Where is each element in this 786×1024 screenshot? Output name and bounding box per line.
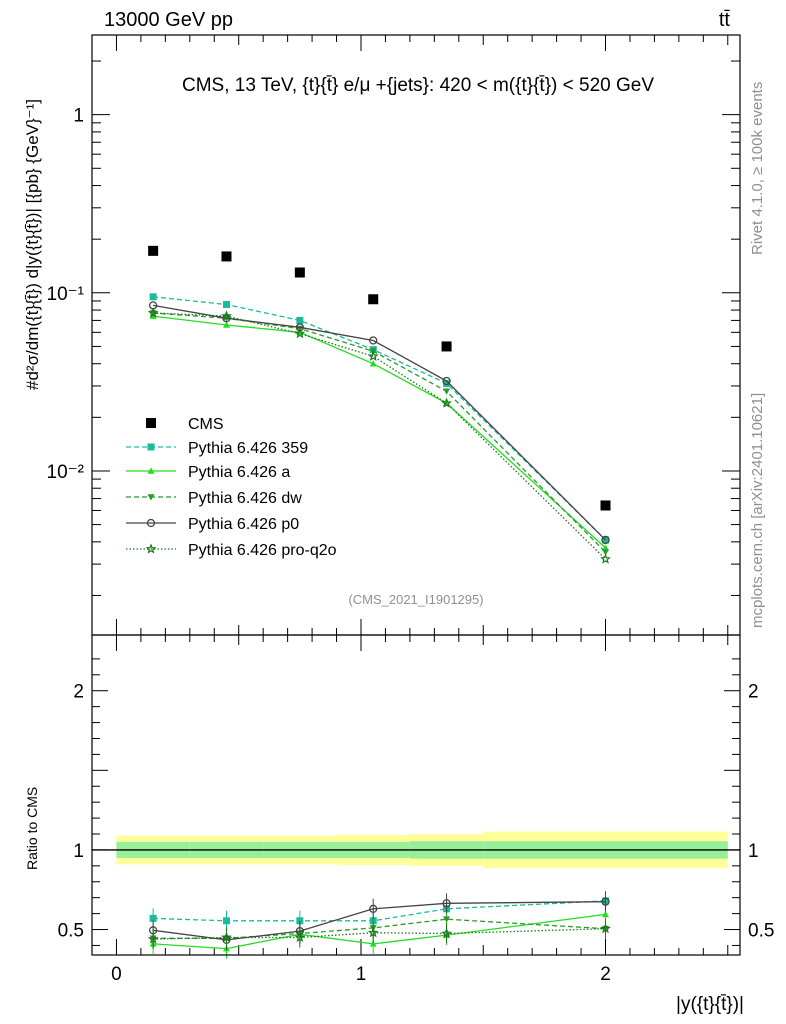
ratio-tick-label: 1	[73, 841, 84, 862]
series-line	[153, 296, 606, 541]
data-point	[602, 549, 610, 556]
ratio-line	[153, 918, 606, 939]
data-point	[148, 245, 159, 256]
chart-title: CMS, 13 TeV, {t}{t̄} e/μ +{jets}: 420 < …	[182, 75, 654, 96]
data-point	[441, 397, 452, 408]
legend-marker	[145, 543, 157, 554]
y-tick-label: 10⁻¹	[47, 284, 85, 305]
ratio-tick-label: 0.5	[58, 921, 84, 942]
legend-marker	[147, 494, 155, 501]
data-point	[600, 500, 611, 511]
data-point	[222, 300, 230, 308]
ratio-point	[442, 899, 451, 908]
x-axis-label: |y({t}{t̄})|	[676, 994, 744, 1015]
legend-label: Pythia 6.426 p0	[188, 516, 299, 533]
ratio-point	[600, 923, 611, 934]
main-panel: 1 10⁻¹ 10⁻² CMS, 13 TeV, {t}{t̄} e/μ +{jet…	[23, 34, 741, 636]
data-point	[147, 307, 159, 318]
main-series	[147, 245, 611, 564]
legend-marker	[146, 518, 156, 528]
y-axis-label: #d²σ/dm({t}{t̄}) d|y({t}{t̄})| [{pb} {Ge…	[23, 99, 42, 390]
legend-label: Pythia 6.426 pro-q2o	[188, 542, 337, 559]
data-point	[442, 376, 451, 386]
ratio-tick-label: 2	[73, 682, 84, 703]
ratio-ticks: 0 1 2 2 2 1 1 0.5 0.5	[58, 635, 774, 985]
ratio-point	[602, 910, 610, 918]
legend-marker	[147, 443, 155, 451]
side-source: mcplots.cern.ch [arXiv:2401.10621]	[749, 393, 766, 628]
data-point	[294, 267, 305, 278]
ratio-band	[92, 831, 740, 869]
data-point	[221, 310, 232, 321]
y-tick-label: 1	[73, 106, 84, 127]
ratio-point	[601, 897, 610, 906]
ratio-point	[221, 931, 232, 943]
ratio-line	[153, 901, 606, 941]
data-point	[601, 535, 610, 545]
ratio-line	[153, 928, 606, 940]
ratio-frame	[91, 634, 741, 956]
ratio-line	[153, 913, 606, 950]
ratio-point	[149, 914, 157, 922]
ratio-series	[147, 890, 611, 959]
ratio-tick-label: 0.5	[748, 921, 774, 942]
main-ticks: 1 10⁻¹ 10⁻²	[47, 35, 740, 635]
ratio-point	[441, 927, 453, 939]
header-left: 13000 GeV pp	[104, 9, 233, 31]
ratio-line	[153, 900, 606, 922]
ratio-point	[369, 940, 377, 947]
data-point	[602, 544, 610, 551]
data-point	[443, 379, 451, 387]
data-point	[368, 294, 379, 305]
ratio-point	[296, 917, 304, 925]
x-tick-label: 1	[356, 964, 367, 985]
data-point	[294, 327, 306, 339]
ratio-point	[294, 931, 306, 943]
ratio-point	[222, 917, 230, 925]
ratio-point	[369, 904, 378, 913]
x-tick-label: 0	[111, 964, 122, 985]
header-right: tt̄	[719, 9, 731, 31]
data-point	[222, 314, 231, 323]
data-point	[222, 321, 230, 328]
legend-label: Pythia 6.426 359	[188, 440, 308, 457]
y-tick-label: 10⁻²	[47, 462, 85, 483]
ratio-point	[443, 916, 451, 923]
legend-marker	[147, 467, 155, 474]
ratio-y-label: Ratio to CMS	[24, 787, 40, 870]
ratio-point	[367, 927, 379, 938]
series-line	[153, 312, 606, 553]
data-point	[369, 336, 378, 345]
ratio-panel: 0 1 2 2 2 1 1 0.5 0.5 Ratio to CMS |y({t}{t̄})|	[24, 634, 774, 1015]
data-point	[296, 316, 304, 324]
series-line	[152, 304, 606, 541]
ratio-point	[147, 933, 159, 944]
data-point	[221, 251, 232, 262]
watermark: (CMS_2021_I1901295)	[348, 592, 483, 607]
data-point	[443, 388, 451, 395]
legend-label: Pythia 6.426 a	[188, 464, 290, 481]
ratio-tick-label: 1	[748, 841, 759, 862]
data-point	[149, 293, 157, 301]
data-point	[441, 341, 452, 352]
x-tick-label: 2	[600, 964, 611, 985]
legend-marker	[146, 418, 156, 428]
data-point	[600, 553, 611, 564]
data-point	[602, 536, 610, 544]
side-version: Rivet 4.1.0, ≥ 100k events	[749, 82, 766, 255]
series-line	[153, 315, 606, 549]
ratio-tick-label: 2	[748, 682, 759, 703]
legend: CMS Pythia 6.426 359 Pythia 6.426 a Pythia …	[126, 416, 337, 559]
legend-label: CMS	[188, 416, 224, 433]
data-point	[369, 360, 377, 367]
legend-label: Pythia 6.426 dw	[188, 490, 302, 507]
data-point	[367, 350, 379, 361]
